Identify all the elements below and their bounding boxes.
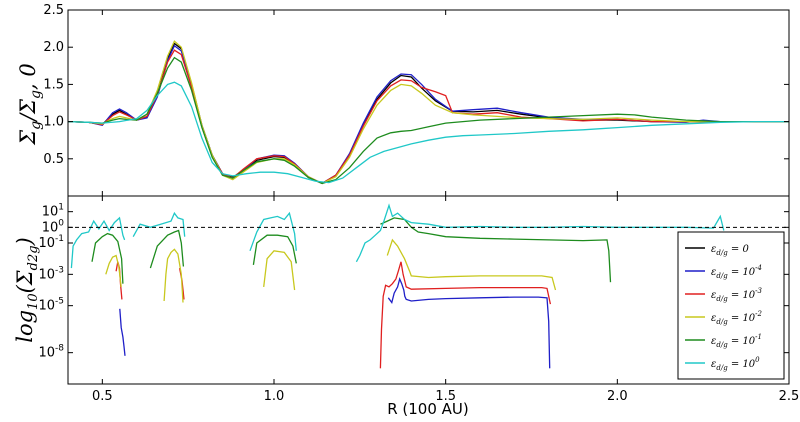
bottom-series-3-segment-0 (105, 254, 122, 287)
top-series-group (67, 40, 789, 185)
bottom-series-3-segment-2 (263, 250, 296, 291)
legend-label-d-g-10-3: εd/g = 10-3 (711, 287, 763, 303)
bottom-y-axis-label: log10(Σd2g) (13, 237, 41, 343)
bottom-series-5-segment-1 (132, 211, 186, 238)
bottom-series-5-segment-3 (355, 203, 725, 263)
top-y-tick-label-3: 2.0 (43, 40, 64, 55)
bottom-panel-frame (67, 195, 790, 385)
bottom-series-3-segment-1 (163, 248, 184, 303)
bottom-series-1-segment-1 (387, 277, 551, 369)
bottom-y-tick-label-2: 10-1 (38, 234, 64, 251)
x-axis-label: R (100 AU) (387, 400, 469, 418)
x-tick-label-1: 1.0 (264, 389, 285, 404)
bottom-y-tick-label-5: 10-8 (38, 344, 64, 361)
bottom-series-4-segment-0 (91, 232, 124, 284)
bottom-y-tick-label-3: 10-3 (38, 265, 64, 282)
bottom-series-3-segment-3 (386, 238, 557, 291)
top-series-line-5 (67, 81, 789, 184)
bottom-series-group (70, 203, 725, 369)
legend-label-d-g-10-1: εd/g = 10-1 (711, 333, 762, 349)
bottom-y-tick-label-1: 100 (42, 218, 65, 235)
top-panel-frame (67, 9, 790, 197)
top-y-tick-label-2: 1.5 (43, 77, 64, 92)
legend: εd/g = 0 εd/g = 10-4 εd/g = 10-3 εd/g = 10-… (677, 231, 785, 380)
legend-label-d-g-10-0: εd/g = 100 (711, 356, 760, 372)
top-y-axis-label: Σg/Σg, 0 (16, 63, 44, 145)
legend-label-d-g-0: εd/g = 0 (711, 244, 749, 257)
top-series-line-0 (67, 42, 789, 185)
top-series-line-2 (67, 49, 789, 185)
top-y-ticks: 0.5 1.0 1.5 2.0 2.5 (43, 3, 789, 167)
x-tick-label-0: 0.5 (92, 389, 113, 404)
top-series-line-1 (67, 44, 789, 185)
legend-items: εd/g = 0 εd/g = 10-4 εd/g = 10-3 εd/g = 10-… (685, 244, 763, 372)
legend-box (677, 231, 785, 380)
top-y-tick-label-1: 1.0 (43, 115, 64, 130)
x-tick-label-4: 2.5 (779, 389, 800, 404)
top-panel: 0.5 1.0 1.5 2.0 2.5 Σg/Σg, 0 (16, 3, 790, 197)
bottom-series-1-segment-0 (119, 308, 126, 356)
bottom-series-4-segment-2 (252, 234, 297, 265)
top-series-line-3 (67, 40, 789, 185)
bottom-series-5-segment-0 (70, 216, 126, 269)
bottom-y-tick-label-4: 10-5 (38, 297, 64, 314)
bottom-series-2-segment-2 (379, 261, 552, 369)
top-series-line-4 (67, 56, 789, 185)
legend-label-d-g-10-2: εd/g = 10-2 (711, 310, 763, 326)
top-y-tick-label-0: 0.5 (43, 152, 64, 167)
x-tick-label-3: 2.0 (607, 389, 628, 404)
x-ticks: 0.5 1.0 1.5 2.0 2.5 (92, 10, 799, 404)
bottom-series-4-segment-1 (149, 229, 185, 269)
bottom-series-4-segment-3 (380, 217, 612, 283)
legend-label-d-g-10-4: εd/g = 10-4 (711, 264, 762, 280)
x-tick-label-2: 1.5 (435, 389, 456, 404)
bottom-y-tick-label-0: 101 (42, 203, 64, 220)
top-y-tick-label-4: 2.5 (43, 3, 64, 18)
